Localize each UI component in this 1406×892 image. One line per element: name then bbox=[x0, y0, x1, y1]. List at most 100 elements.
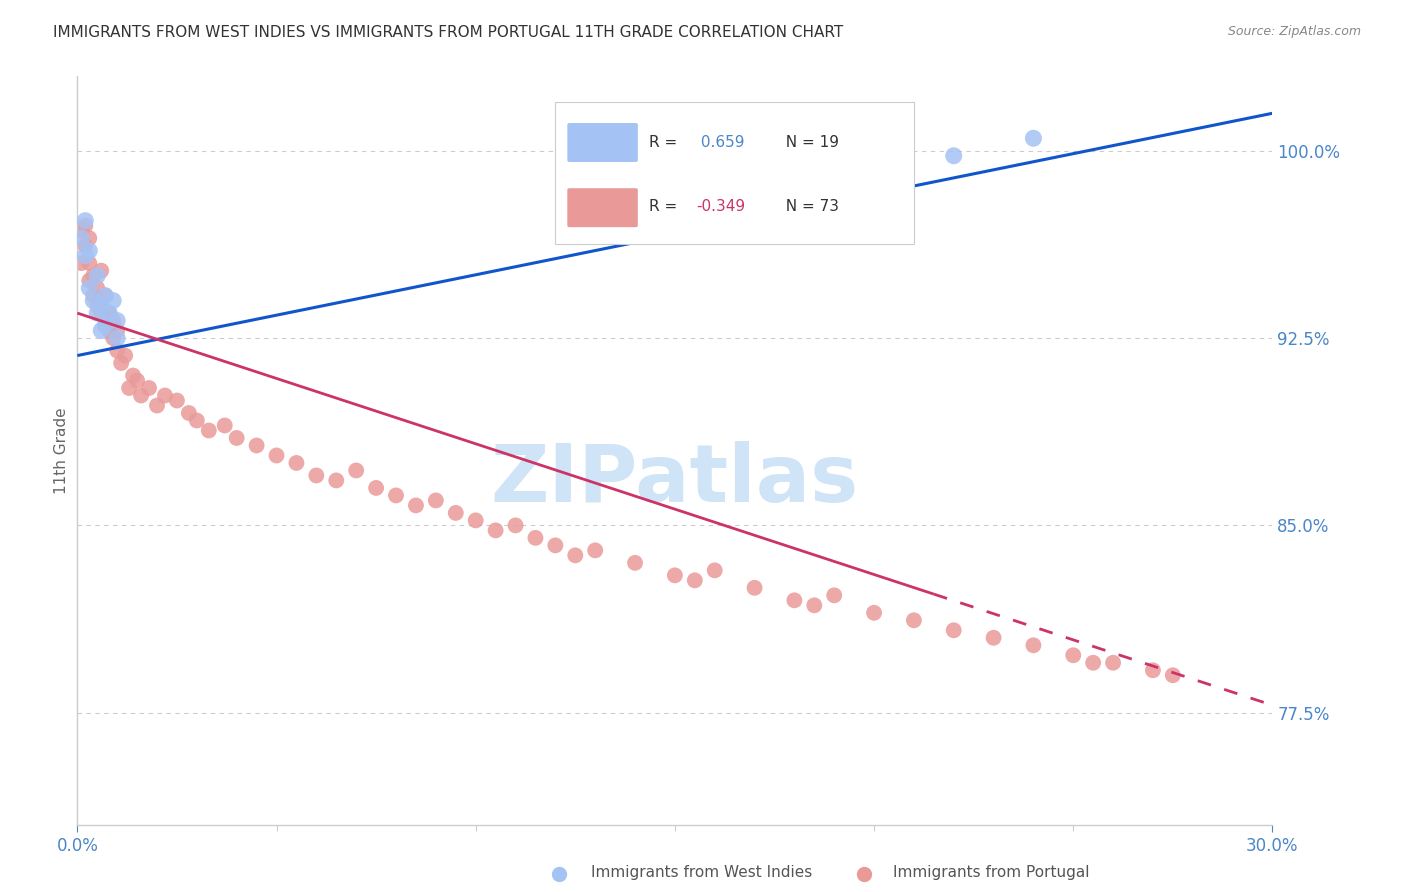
Point bbox=[246, 438, 269, 452]
Text: IMMIGRANTS FROM WEST INDIES VS IMMIGRANTS FROM PORTUGAL 11TH GRADE CORRELATION C: IMMIGRANTS FROM WEST INDIES VS IMMIGRANT… bbox=[53, 25, 844, 40]
Point bbox=[86, 281, 108, 295]
Point bbox=[305, 468, 328, 483]
Point bbox=[75, 249, 97, 263]
Point bbox=[79, 256, 101, 270]
Text: Source: ZipAtlas.com: Source: ZipAtlas.com bbox=[1227, 25, 1361, 38]
Text: -0.349: -0.349 bbox=[696, 200, 745, 214]
Point bbox=[783, 181, 806, 195]
Point bbox=[103, 293, 124, 308]
Point bbox=[105, 313, 128, 327]
Point bbox=[485, 524, 508, 538]
Point bbox=[90, 306, 112, 320]
Point bbox=[1062, 648, 1084, 663]
Text: N = 19: N = 19 bbox=[776, 135, 839, 150]
Point bbox=[105, 343, 128, 358]
Point bbox=[105, 324, 128, 338]
Point bbox=[405, 499, 427, 513]
Point bbox=[153, 388, 176, 402]
FancyBboxPatch shape bbox=[568, 123, 638, 162]
Point bbox=[118, 381, 141, 395]
Point bbox=[464, 513, 486, 527]
Point bbox=[624, 556, 647, 570]
Text: R =: R = bbox=[648, 135, 682, 150]
Point bbox=[1102, 656, 1125, 670]
Point bbox=[82, 293, 104, 308]
Point bbox=[86, 268, 108, 283]
Point bbox=[86, 306, 108, 320]
Point bbox=[1161, 668, 1184, 682]
Point bbox=[186, 413, 208, 427]
Point bbox=[1142, 663, 1164, 677]
Point bbox=[138, 381, 160, 395]
Point bbox=[366, 481, 388, 495]
Point bbox=[803, 599, 825, 613]
Point bbox=[70, 224, 93, 238]
Point bbox=[86, 299, 108, 313]
Point bbox=[744, 581, 766, 595]
Point bbox=[942, 149, 965, 163]
Point bbox=[942, 624, 965, 638]
Point bbox=[664, 568, 686, 582]
Text: R =: R = bbox=[648, 200, 682, 214]
Point bbox=[90, 324, 112, 338]
Point bbox=[852, 867, 875, 881]
Point bbox=[79, 244, 101, 258]
Point bbox=[70, 256, 93, 270]
Point bbox=[94, 288, 117, 302]
Point bbox=[225, 431, 247, 445]
Point bbox=[90, 263, 112, 277]
Text: Immigrants from Portugal: Immigrants from Portugal bbox=[893, 865, 1090, 880]
Text: Immigrants from West Indies: Immigrants from West Indies bbox=[591, 865, 811, 880]
Point bbox=[1022, 638, 1045, 652]
Point bbox=[94, 288, 117, 302]
Point bbox=[1022, 131, 1045, 145]
Point bbox=[285, 456, 308, 470]
Point bbox=[98, 306, 121, 320]
Point bbox=[79, 274, 101, 288]
Point bbox=[94, 318, 117, 333]
Point bbox=[444, 506, 467, 520]
Point bbox=[344, 463, 367, 477]
Point bbox=[683, 574, 706, 588]
Point bbox=[75, 238, 97, 252]
FancyBboxPatch shape bbox=[555, 102, 914, 244]
Text: 0.659: 0.659 bbox=[696, 135, 745, 150]
Point bbox=[983, 631, 1005, 645]
Point bbox=[544, 538, 567, 552]
Point bbox=[325, 474, 347, 488]
Point bbox=[863, 606, 886, 620]
Point bbox=[75, 219, 97, 233]
Point bbox=[177, 406, 200, 420]
Point bbox=[783, 593, 806, 607]
Text: ZIPatlas: ZIPatlas bbox=[491, 442, 859, 519]
Point bbox=[105, 331, 128, 345]
Point bbox=[79, 231, 101, 245]
Point bbox=[524, 531, 547, 545]
Point bbox=[70, 231, 93, 245]
Y-axis label: 11th Grade: 11th Grade bbox=[53, 407, 69, 494]
FancyBboxPatch shape bbox=[568, 188, 638, 227]
Point bbox=[82, 288, 104, 302]
Point bbox=[564, 549, 586, 563]
Point bbox=[82, 268, 104, 283]
Point bbox=[1083, 656, 1105, 670]
Point bbox=[79, 281, 101, 295]
Point bbox=[103, 331, 124, 345]
Point bbox=[90, 293, 112, 308]
Point bbox=[903, 613, 925, 627]
Point bbox=[198, 424, 221, 438]
Point bbox=[548, 867, 571, 881]
Point bbox=[166, 393, 188, 408]
Point bbox=[425, 493, 447, 508]
Point bbox=[114, 349, 136, 363]
Point bbox=[103, 313, 124, 327]
Point bbox=[122, 368, 145, 383]
Point bbox=[94, 318, 117, 333]
Point bbox=[703, 563, 725, 577]
Text: N = 73: N = 73 bbox=[776, 200, 839, 214]
Point bbox=[385, 488, 408, 502]
Point bbox=[146, 399, 169, 413]
Point bbox=[110, 356, 132, 370]
Point bbox=[98, 306, 121, 320]
Point bbox=[98, 324, 121, 338]
